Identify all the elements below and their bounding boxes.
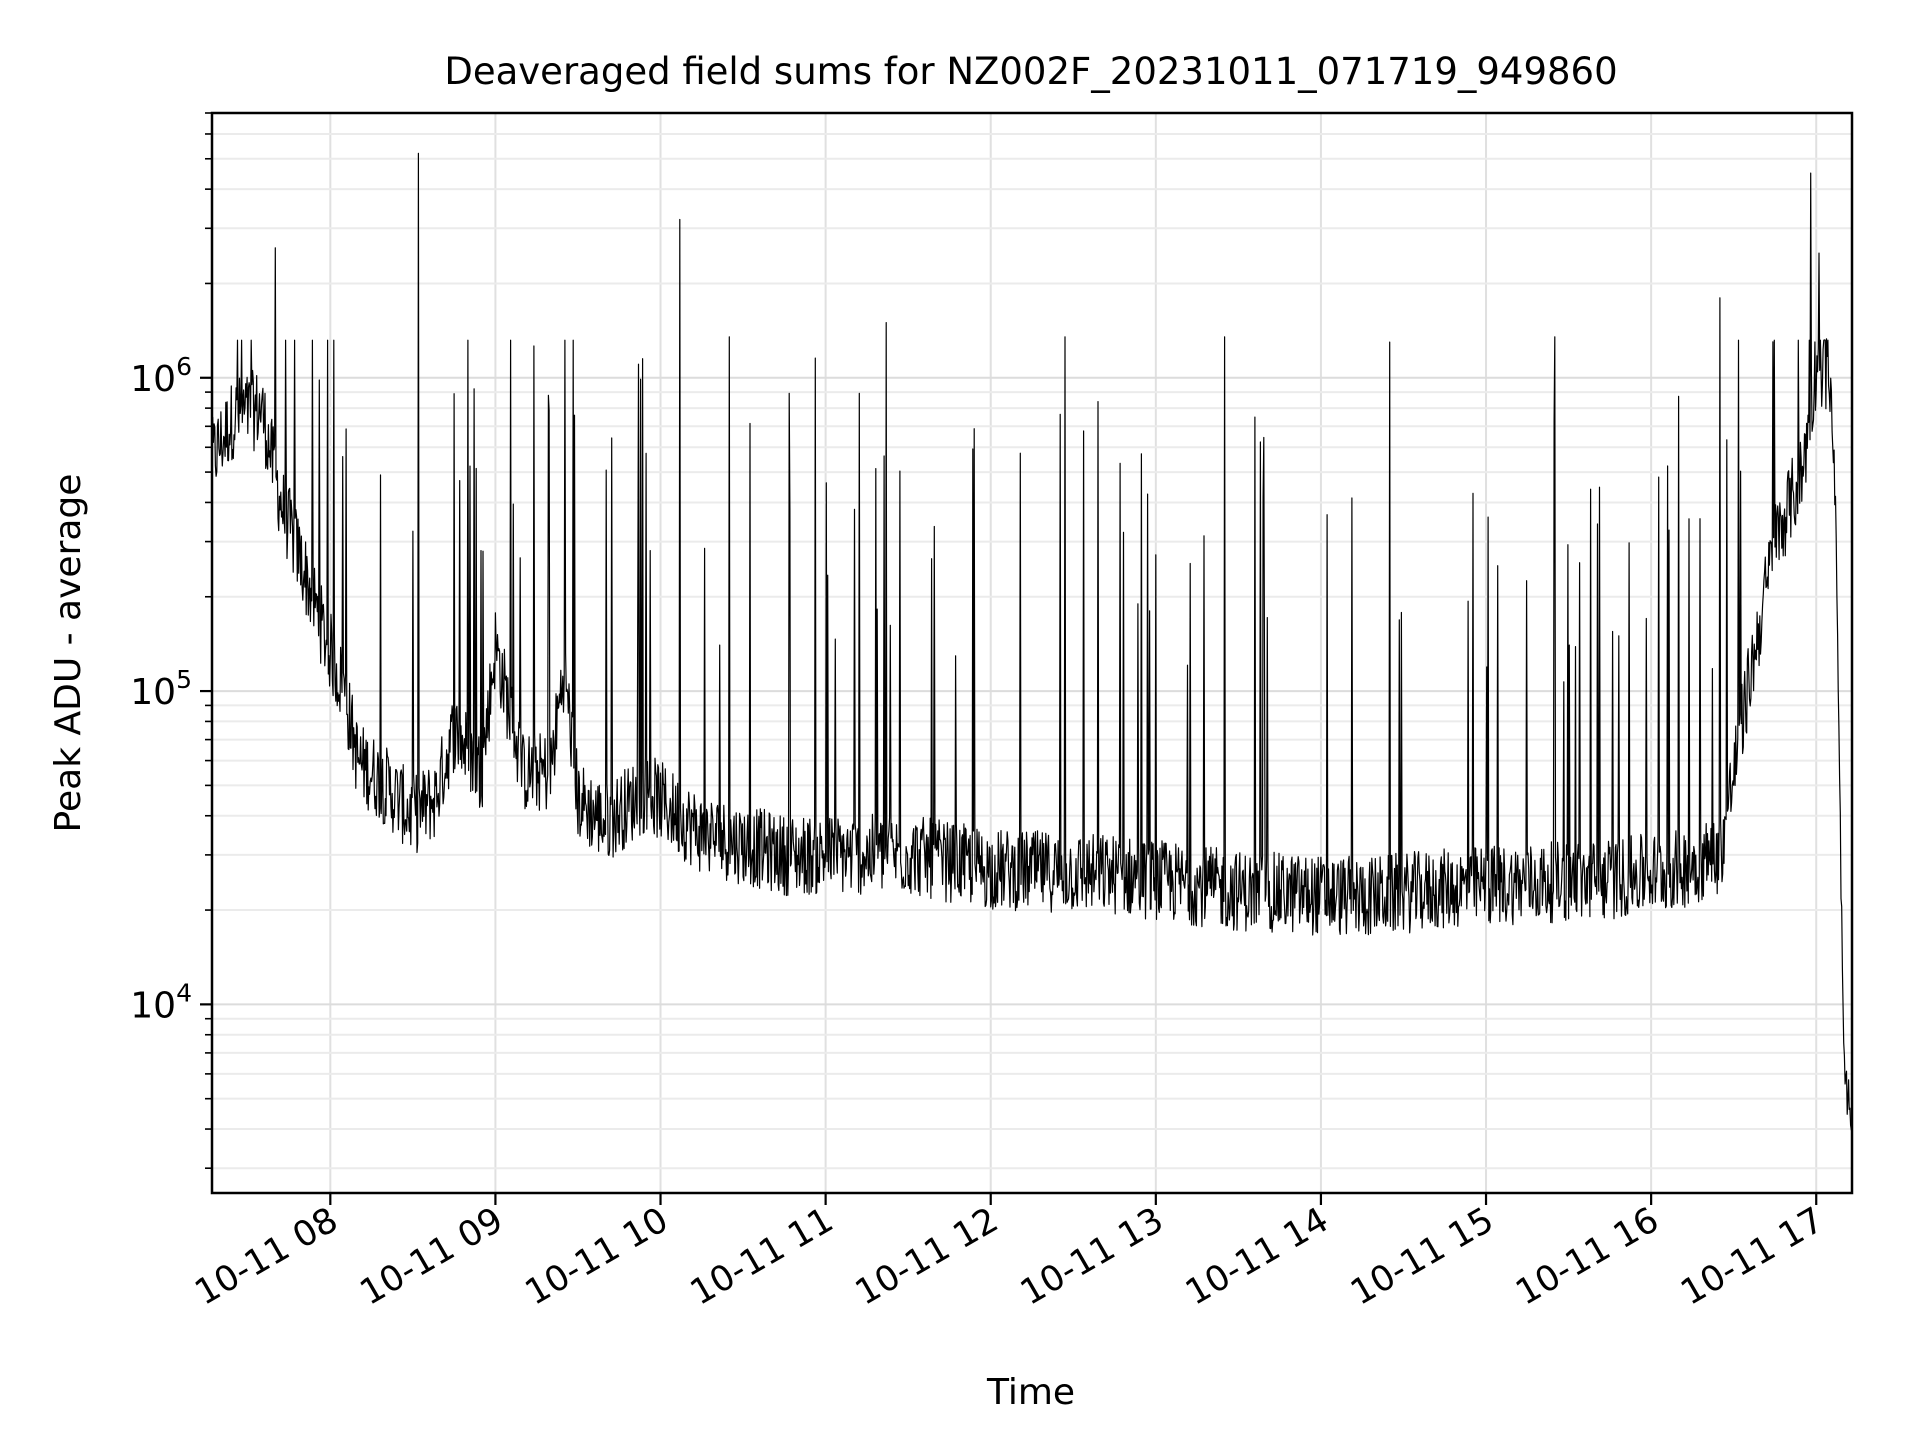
y-tick-label: 106 (130, 352, 192, 400)
y-tick-label-base: 10 (130, 985, 176, 1026)
y-tick-label: 104 (130, 978, 192, 1026)
data-series (211, 152, 1853, 1131)
y-tick-label: 105 (130, 665, 192, 713)
plot-area-frame (210, 111, 1854, 1195)
y-tick-label-base: 10 (130, 672, 176, 713)
x-axis-label: Time (986, 1372, 1075, 1413)
y-tick-label-exponent: 5 (176, 665, 192, 694)
y-tick-label-exponent: 4 (176, 978, 192, 1007)
y-tick-label-exponent: 6 (176, 352, 192, 381)
y-tick-label-base: 10 (130, 359, 176, 400)
chart-title: Deaveraged field sums for NZ002F_2023101… (444, 50, 1617, 93)
series-line (211, 152, 1853, 1131)
y-axis-label: Peak ADU - average (48, 474, 89, 833)
